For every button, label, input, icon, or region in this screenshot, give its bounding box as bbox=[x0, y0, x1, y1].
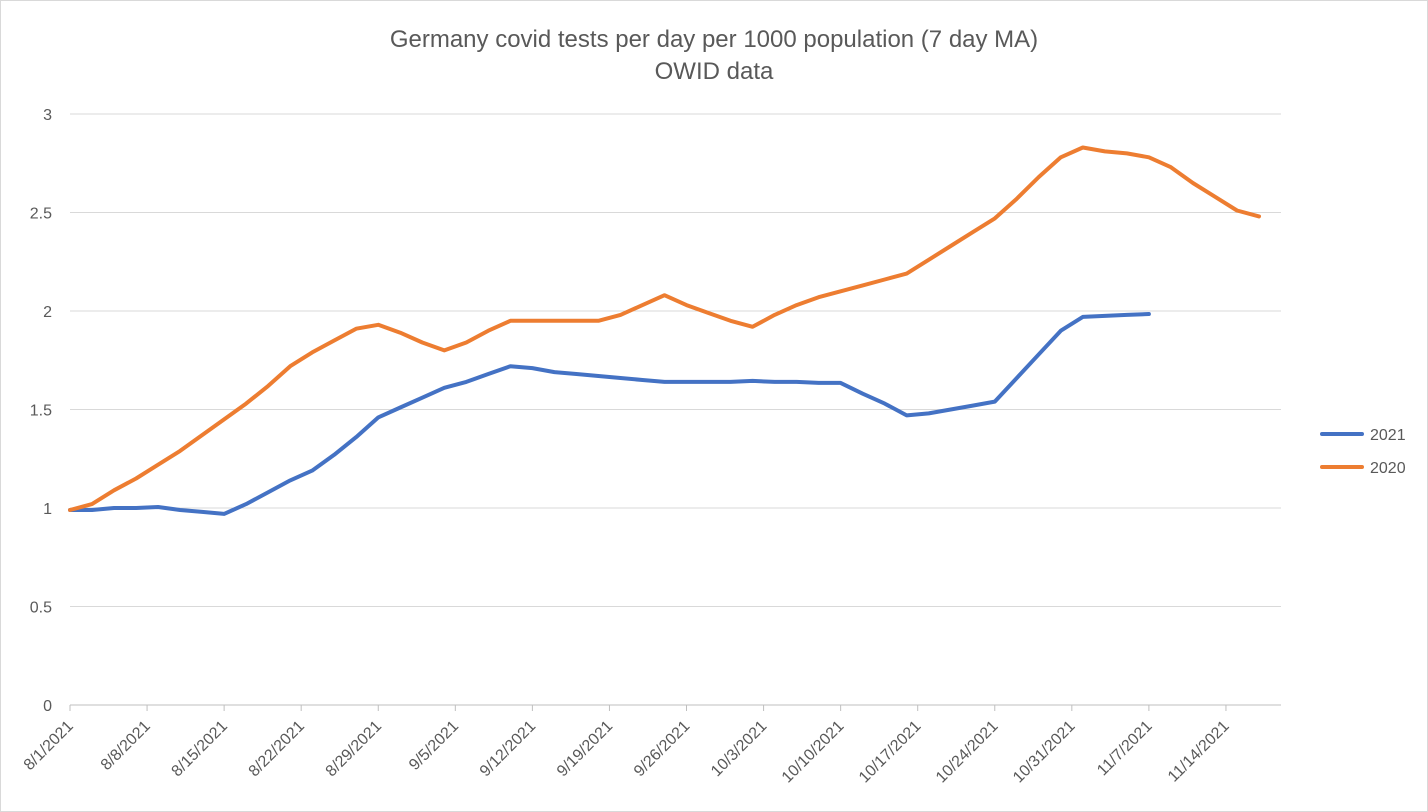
y-tick-label: 0.5 bbox=[30, 600, 52, 617]
x-tick-label: 9/19/2021 bbox=[554, 718, 616, 780]
legend-label-2020: 2020 bbox=[1370, 460, 1406, 477]
legend-label-2021: 2021 bbox=[1370, 427, 1406, 444]
x-tick-label: 9/12/2021 bbox=[477, 718, 539, 780]
x-tick-label: 8/1/2021 bbox=[21, 718, 77, 774]
x-tick-label: 9/5/2021 bbox=[406, 718, 462, 774]
x-tick-label: 10/24/2021 bbox=[933, 718, 1002, 787]
y-tick-label: 1.5 bbox=[30, 403, 52, 420]
y-tick-label: 2.5 bbox=[30, 206, 52, 223]
x-tick-label: 8/29/2021 bbox=[323, 718, 385, 780]
chart-title: Germany covid tests per day per 1000 pop… bbox=[389, 26, 1039, 53]
series-line-2020 bbox=[68, 145, 1261, 512]
x-tick-label: 10/10/2021 bbox=[779, 718, 848, 787]
x-tick-label: 10/3/2021 bbox=[708, 718, 770, 780]
chart-title-block: Germany covid tests per day per 1000 pop… bbox=[0, 24, 1428, 88]
y-tick-label: 0 bbox=[43, 698, 52, 715]
chart-subtitle: OWID data bbox=[654, 58, 774, 85]
x-tick-label: 10/31/2021 bbox=[1010, 718, 1079, 787]
x-tick-label: 8/22/2021 bbox=[246, 718, 308, 780]
x-tick-label: 8/15/2021 bbox=[169, 718, 231, 780]
x-tick-label: 9/26/2021 bbox=[631, 718, 693, 780]
y-tick-label: 1 bbox=[43, 501, 52, 518]
x-tick-label: 11/7/2021 bbox=[1094, 718, 1156, 780]
x-tick-label: 10/17/2021 bbox=[856, 718, 925, 787]
x-tick-label: 8/8/2021 bbox=[98, 718, 154, 774]
x-tick-label: 11/14/2021 bbox=[1165, 718, 1233, 786]
series-line-2021 bbox=[68, 312, 1151, 516]
y-tick-label: 3 bbox=[43, 107, 52, 124]
y-tick-label: 2 bbox=[43, 304, 52, 321]
